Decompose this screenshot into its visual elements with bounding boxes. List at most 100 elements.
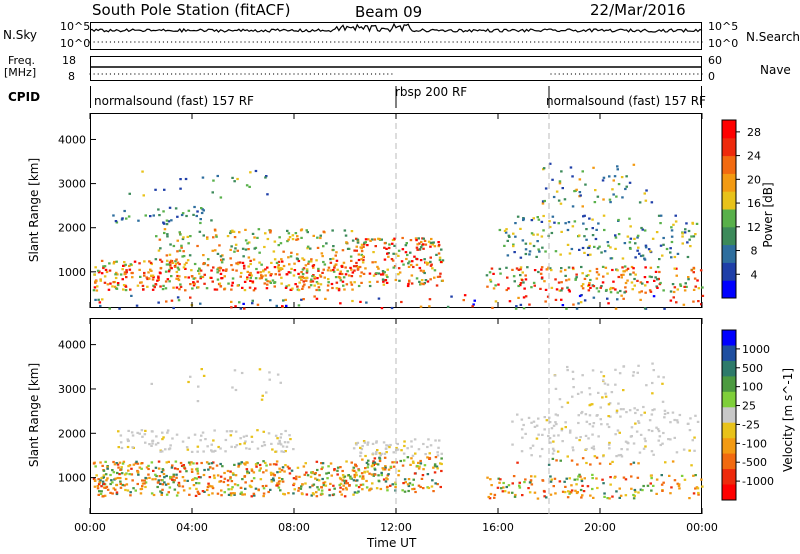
power-echo-cell: [649, 250, 652, 253]
velocity-echo-cell: [274, 434, 278, 437]
x-tick-label: 08:00: [278, 521, 310, 534]
power-echo-cell: [597, 222, 600, 225]
frequency-strip: [90, 56, 702, 81]
nave-dot: [236, 73, 238, 75]
velocity-echo-cell: [561, 440, 564, 443]
velocity-echo-cell: [311, 484, 314, 487]
nsearch-dot: [317, 41, 320, 43]
velocity-echo-cell: [206, 445, 209, 448]
velocity-echo-cell: [426, 473, 430, 476]
power-echo-cell: [163, 228, 167, 231]
power-echo-cell: [391, 259, 395, 262]
velocity-echo-cell: [164, 448, 167, 451]
nave-dot: [354, 73, 356, 75]
velocity-echo-cell: [138, 466, 142, 469]
power-echo-cell: [306, 231, 309, 234]
velocity-echo-cell: [360, 472, 364, 475]
velocity-echo-cell: [641, 489, 644, 492]
velocity-echo-cell: [117, 446, 120, 449]
power-echo-cell: [247, 265, 250, 268]
power-echo-cell: [387, 252, 390, 255]
velocity-echo-cell: [557, 434, 560, 437]
nsearch-dot: [566, 41, 569, 43]
velocity-echo-cell: [224, 438, 228, 442]
nave-dot: [109, 73, 111, 75]
velocity-echo-cell: [276, 437, 279, 440]
power-echo-cell: [427, 240, 431, 243]
power-echo-cell: [323, 263, 327, 266]
power-echo-cell: [219, 285, 223, 288]
nave-dot: [652, 73, 654, 75]
power-echo-cell: [189, 296, 192, 299]
velocity-echo-cell: [578, 439, 581, 442]
velocity-echo-cell: [336, 466, 340, 469]
power-echo-cell: [649, 266, 653, 269]
nave-dot: [676, 73, 679, 75]
velocity-echo-cell: [588, 387, 591, 390]
velocity-echo-cell: [541, 433, 544, 436]
velocity-echo-cell: [190, 470, 194, 473]
power-echo-cell: [180, 244, 183, 247]
velocity-echo-cell: [380, 452, 383, 455]
nave-dot: [228, 73, 230, 75]
velocity-echo-cell: [226, 479, 230, 482]
power-colorbar-swatch: [722, 262, 736, 281]
velocity-echo-cell: [160, 470, 164, 474]
power-echo-cell: [665, 247, 669, 251]
power-echo-cell: [416, 243, 419, 246]
velocity-echo-cell: [309, 475, 313, 478]
power-echo-cell: [419, 246, 423, 249]
nave-dot: [660, 73, 662, 75]
nsearch-dot: [660, 41, 662, 43]
power-echo-cell: [215, 235, 218, 238]
freq-tick-top: 18: [62, 54, 76, 67]
velocity-echo-cell: [394, 481, 397, 484]
velocity-echo-cell: [158, 475, 162, 478]
power-echo-cell: [95, 280, 98, 283]
power-echo-cell: [368, 272, 372, 275]
power-echo-cell: [551, 215, 555, 218]
power-echo-cell: [643, 257, 646, 260]
velocity-echo-cell: [207, 493, 211, 497]
velocity-echo-cell: [106, 467, 109, 470]
power-echo-cell: [577, 302, 580, 305]
nave-dot: [334, 73, 336, 75]
velocity-echo-cell: [148, 443, 151, 446]
power-echo-cell: [387, 246, 391, 250]
power-echo-cell: [597, 290, 601, 293]
power-echo-cell: [285, 304, 288, 307]
velocity-echo-cell: [116, 471, 119, 475]
velocity-echo-cell: [243, 442, 246, 445]
cpid-segment-3: normalsound (fast) 157 RF: [546, 94, 706, 108]
power-echo-cell: [581, 287, 585, 290]
velocity-echo-cell: [676, 482, 679, 485]
power-echo-cell: [436, 275, 440, 278]
noise-right-tick-top: 10^5: [708, 20, 739, 33]
power-echo-cell: [498, 267, 502, 270]
power-echo-cell: [121, 278, 124, 281]
velocity-echo-cell: [682, 448, 686, 451]
velocity-echo-cell: [122, 460, 126, 463]
velocity-echo-cell: [619, 415, 622, 418]
velocity-echo-cell: [315, 491, 318, 494]
power-echo-cell: [658, 258, 661, 261]
power-echo-cell: [199, 277, 202, 280]
velocity-echo-cell: [644, 445, 647, 448]
power-echo-cell: [692, 235, 696, 238]
power-echo-cell: [285, 273, 289, 276]
power-echo-cell: [415, 246, 419, 249]
velocity-echo-cell: [564, 485, 567, 488]
power-echo-cell: [439, 260, 443, 264]
cpid-strip: [90, 86, 702, 108]
velocity-echo-cell: [622, 476, 626, 479]
power-echo-cell: [558, 289, 562, 292]
velocity-echo-cell: [635, 430, 639, 433]
power-echo-cell: [438, 256, 442, 259]
power-echo-cell: [290, 251, 293, 254]
power-echo-cell: [310, 258, 313, 261]
power-echo-cell: [687, 278, 690, 281]
power-colorbar-tick-label: 28: [747, 126, 761, 139]
velocity-echo-cell: [386, 478, 389, 481]
velocity-echo-cell: [418, 465, 421, 468]
velocity-echo-cell: [551, 447, 555, 450]
